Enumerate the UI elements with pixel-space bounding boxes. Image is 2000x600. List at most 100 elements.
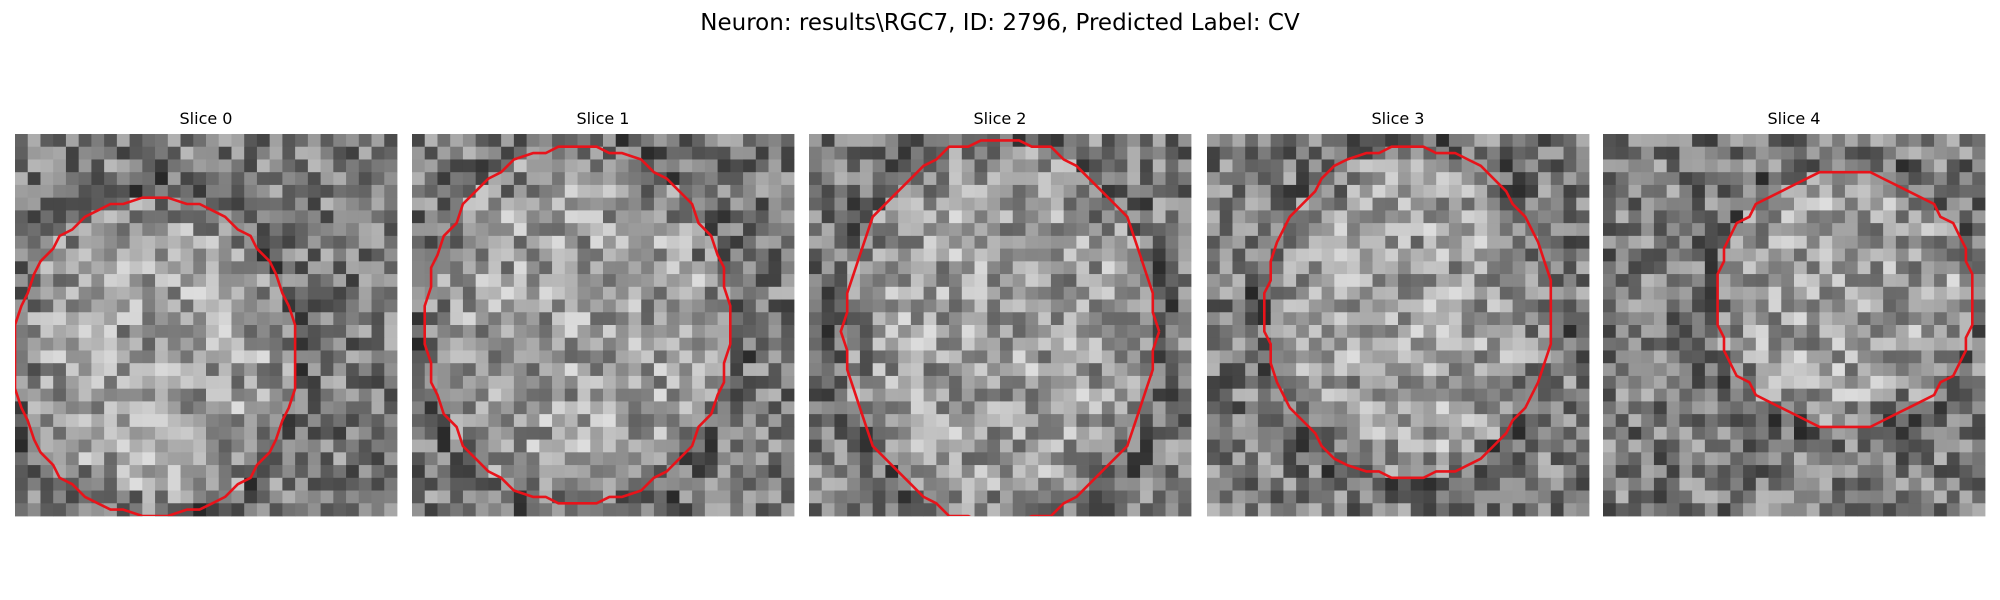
pixel [1321,172,1335,186]
pixel [1550,184,1564,199]
pixel [256,426,271,440]
pixel [1692,503,1706,517]
pixel [1717,184,1731,199]
pixel [1743,172,1757,186]
pixel [923,363,937,377]
pixel [949,414,963,428]
pixel [1448,286,1463,300]
slice-image [1603,134,1986,517]
pixel [1832,184,1846,199]
pixel [1972,426,1986,440]
pixel [1385,159,1399,173]
pixel [295,337,309,351]
pixel [167,375,181,390]
pixel [40,197,54,211]
pixel [1308,337,1322,351]
pixel [384,172,398,186]
pixel [872,159,886,173]
pixel [872,325,886,339]
pixel [155,350,169,364]
pixel [1050,286,1065,300]
pixel [936,172,950,186]
pixel [256,172,271,186]
pixel [1232,184,1246,199]
pixel [1101,375,1115,390]
pixel [1219,465,1233,479]
pixel [218,312,232,326]
pixel [1461,503,1475,517]
slice-image [809,134,1192,517]
pixel [1946,312,1960,326]
pixel [847,363,861,377]
pixel [717,325,731,339]
pixel [129,235,143,249]
pixel [1283,363,1297,377]
pixel [1794,503,1808,517]
pixel [1025,172,1039,186]
pixel [129,337,143,351]
pixel [539,439,553,453]
pixel [129,414,143,428]
pixel [552,159,566,173]
pixel [116,477,130,491]
pixel [1908,299,1922,313]
pixel [781,401,795,415]
pixel [167,235,181,249]
pixel [872,388,886,402]
pixel [1398,146,1412,160]
pixel [1717,172,1731,186]
pixel [1819,299,1833,313]
pixel [282,325,296,339]
pixel [910,248,924,262]
pixel [1692,172,1706,186]
pixel [821,401,835,415]
pixel [666,299,680,313]
pixel [743,426,757,440]
pixel [1538,388,1552,402]
pixel [384,197,398,211]
pixel [1076,312,1090,326]
pixel [1730,261,1744,275]
pixel [1679,312,1693,326]
pixel [730,223,744,237]
pixel [346,197,360,211]
pixel [1934,261,1948,275]
pixel [142,134,156,148]
pixel [1474,426,1488,440]
pixel [231,426,245,440]
pixel [1423,223,1437,237]
pixel [1857,197,1871,211]
pixel [936,375,950,390]
pixel [193,312,207,326]
pixel [167,312,181,326]
pixel [641,146,655,160]
pixel [167,439,181,453]
pixel [1717,465,1731,479]
pixel [1063,235,1077,249]
pixel [1512,248,1526,262]
pixel [78,184,92,199]
pixel [1012,235,1026,249]
pixel [437,184,451,199]
pixel [1398,452,1412,466]
pixel [1679,223,1693,237]
pixel [475,197,489,211]
pixel [1717,503,1731,517]
pixel [218,452,232,466]
pixel [590,248,604,262]
pixel [1538,503,1552,517]
pixel [1448,337,1463,351]
pixel [1550,248,1564,262]
pixel [333,325,347,339]
pixel [371,210,385,224]
pixel [513,261,527,275]
pixel [1050,388,1065,402]
pixel [1207,159,1221,173]
pixel [155,159,169,173]
pixel [116,146,130,160]
pixel [155,274,169,288]
pixel [1050,439,1065,453]
pixel [1946,414,1960,428]
pixel [129,350,143,364]
